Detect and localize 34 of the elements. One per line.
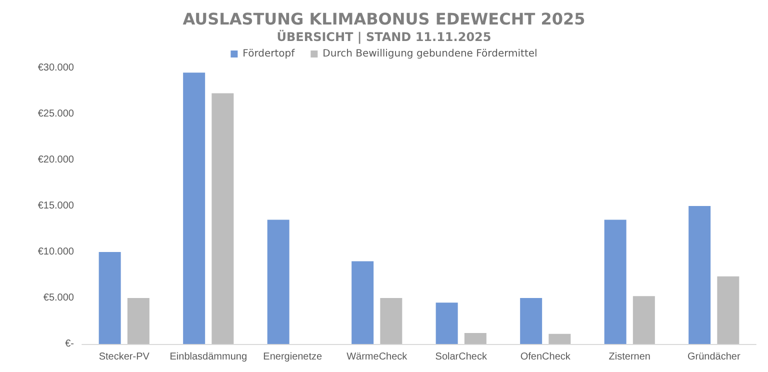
bar bbox=[98, 252, 121, 344]
bar bbox=[688, 206, 711, 344]
x-tick-label: WärmeCheck bbox=[346, 352, 408, 362]
bar bbox=[380, 298, 402, 344]
legend-label: Fördertopf bbox=[242, 48, 296, 60]
bar bbox=[127, 298, 150, 344]
y-tick-label: €- bbox=[65, 338, 74, 350]
x-tick-label: Energienetze bbox=[263, 352, 323, 362]
bar bbox=[632, 296, 655, 344]
x-tick-label: Einblasdämmung bbox=[170, 352, 248, 362]
y-tick-label: €25.000 bbox=[38, 108, 74, 120]
y-tick-label: €5.000 bbox=[43, 292, 74, 304]
x-tick-label: OfenCheck bbox=[520, 352, 572, 362]
bar bbox=[520, 298, 542, 344]
y-tick-label: €10.000 bbox=[38, 246, 74, 258]
bar bbox=[267, 220, 290, 344]
bar bbox=[352, 261, 374, 344]
chart-title: AUSLASTUNG KLIMABONUS EDEWECHT 2025 bbox=[182, 10, 586, 28]
x-tick-label: Zisternen bbox=[608, 352, 650, 362]
chart-subtitle: ÜBERSICHT | STAND 11.11.2025 bbox=[276, 29, 492, 44]
bar bbox=[548, 334, 571, 344]
legend-label: Durch Bewilligung gebundene Fördermittel bbox=[322, 48, 538, 60]
bar bbox=[464, 332, 486, 344]
bar bbox=[183, 72, 206, 344]
x-tick-label: Gründächer bbox=[687, 352, 741, 362]
bar bbox=[436, 302, 458, 344]
bar bbox=[212, 93, 234, 344]
y-tick-label: €30.000 bbox=[38, 62, 74, 74]
y-tick-label: €20.000 bbox=[38, 154, 74, 166]
y-tick-label: €15.000 bbox=[38, 200, 74, 212]
bar bbox=[604, 220, 626, 344]
x-tick-label: SolarCheck bbox=[435, 352, 488, 362]
bar bbox=[717, 276, 740, 344]
x-tick-label: Stecker-PV bbox=[98, 352, 150, 362]
